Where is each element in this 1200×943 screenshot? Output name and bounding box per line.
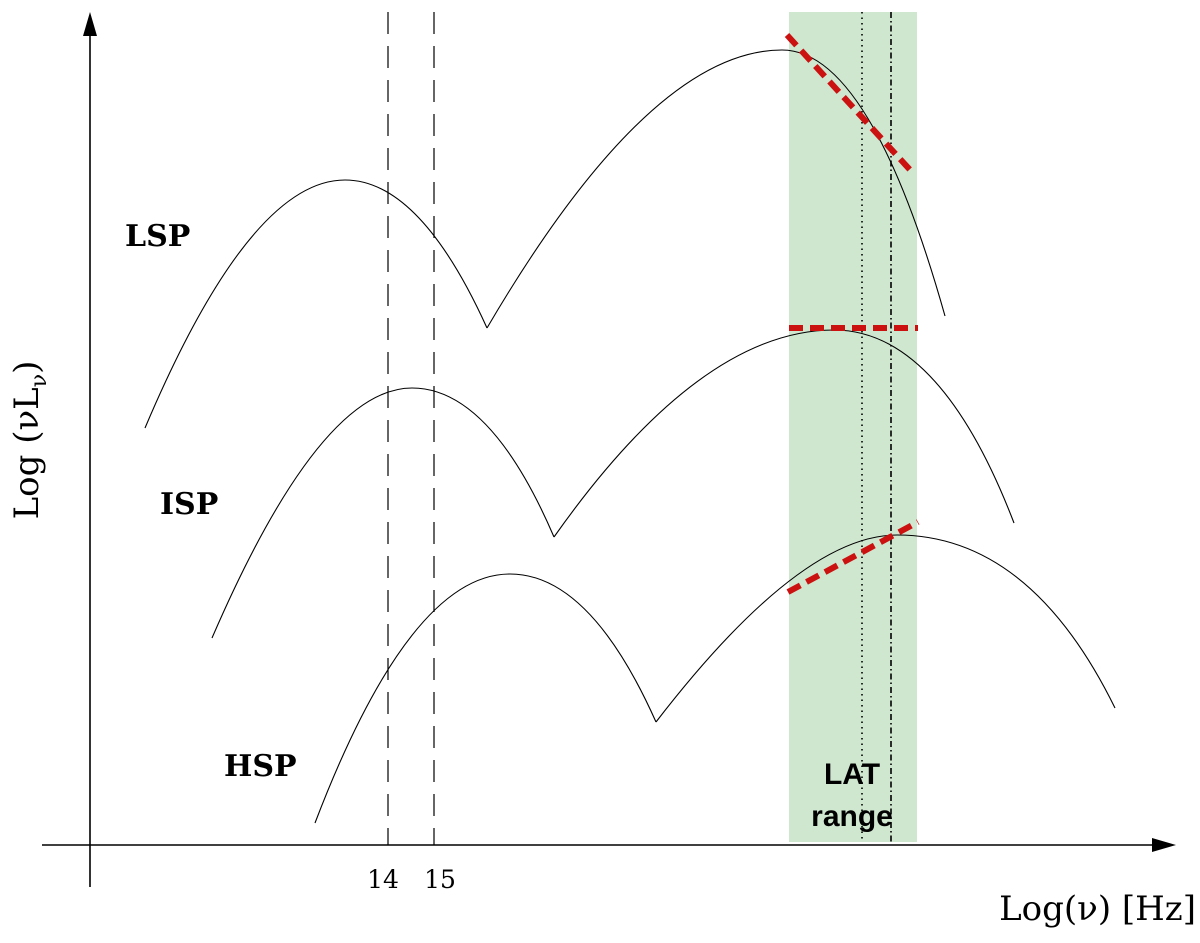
y-axis-label: Log (νLν) <box>7 361 52 520</box>
lat-range-label-line1: LAT <box>824 758 880 791</box>
x-axis-arrowhead <box>1152 838 1176 852</box>
tick-label-15: 15 <box>424 865 456 894</box>
tick-label-14: 14 <box>367 865 399 894</box>
isp-label: ISP <box>160 487 218 522</box>
lsp-label: LSP <box>125 219 190 254</box>
hsp-curve <box>314 534 1116 824</box>
x-axis-label: Log(ν) [Hz] <box>999 889 1196 929</box>
hsp-slope-line <box>786 519 920 595</box>
hsp-label: HSP <box>224 749 297 784</box>
y-axis-arrowhead <box>83 12 97 36</box>
lat-range-band <box>789 12 917 842</box>
lsp-slope-line <box>784 32 915 175</box>
lat-range-label-line2: range <box>811 800 893 833</box>
lsp-curve <box>144 49 946 429</box>
